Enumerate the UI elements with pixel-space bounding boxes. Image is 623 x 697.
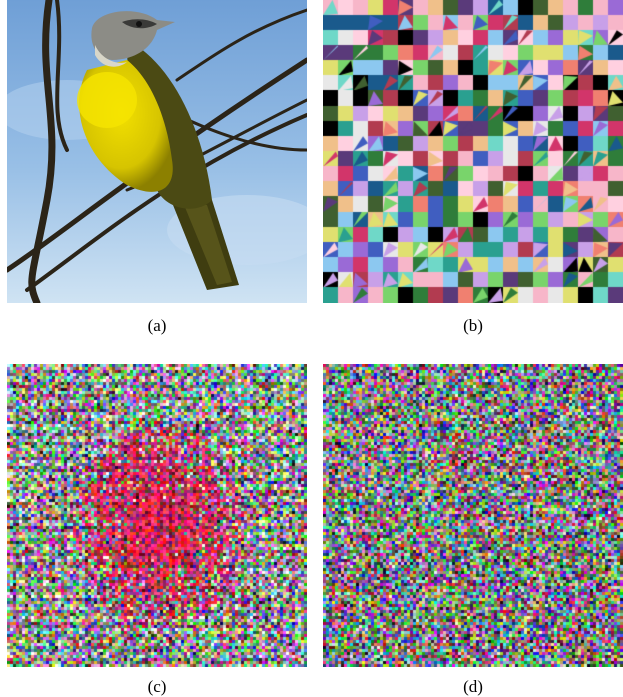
pixel-scrambled-structured-image [7, 364, 307, 667]
caption-a: (a) [147, 316, 167, 335]
block-scrambled-panel [323, 0, 623, 303]
block-scrambled-image [323, 0, 623, 303]
pixel-scrambled-structured-panel [7, 364, 307, 667]
pixel-scrambled-noise-image [323, 364, 623, 667]
pixel-scrambled-noise-panel [323, 364, 623, 667]
caption-d: (d) [463, 677, 483, 696]
bird-photo [7, 0, 307, 303]
caption-b: (b) [463, 316, 483, 335]
bird [77, 11, 239, 290]
bird-photo-panel [7, 0, 307, 303]
caption-c: (c) [147, 677, 167, 696]
